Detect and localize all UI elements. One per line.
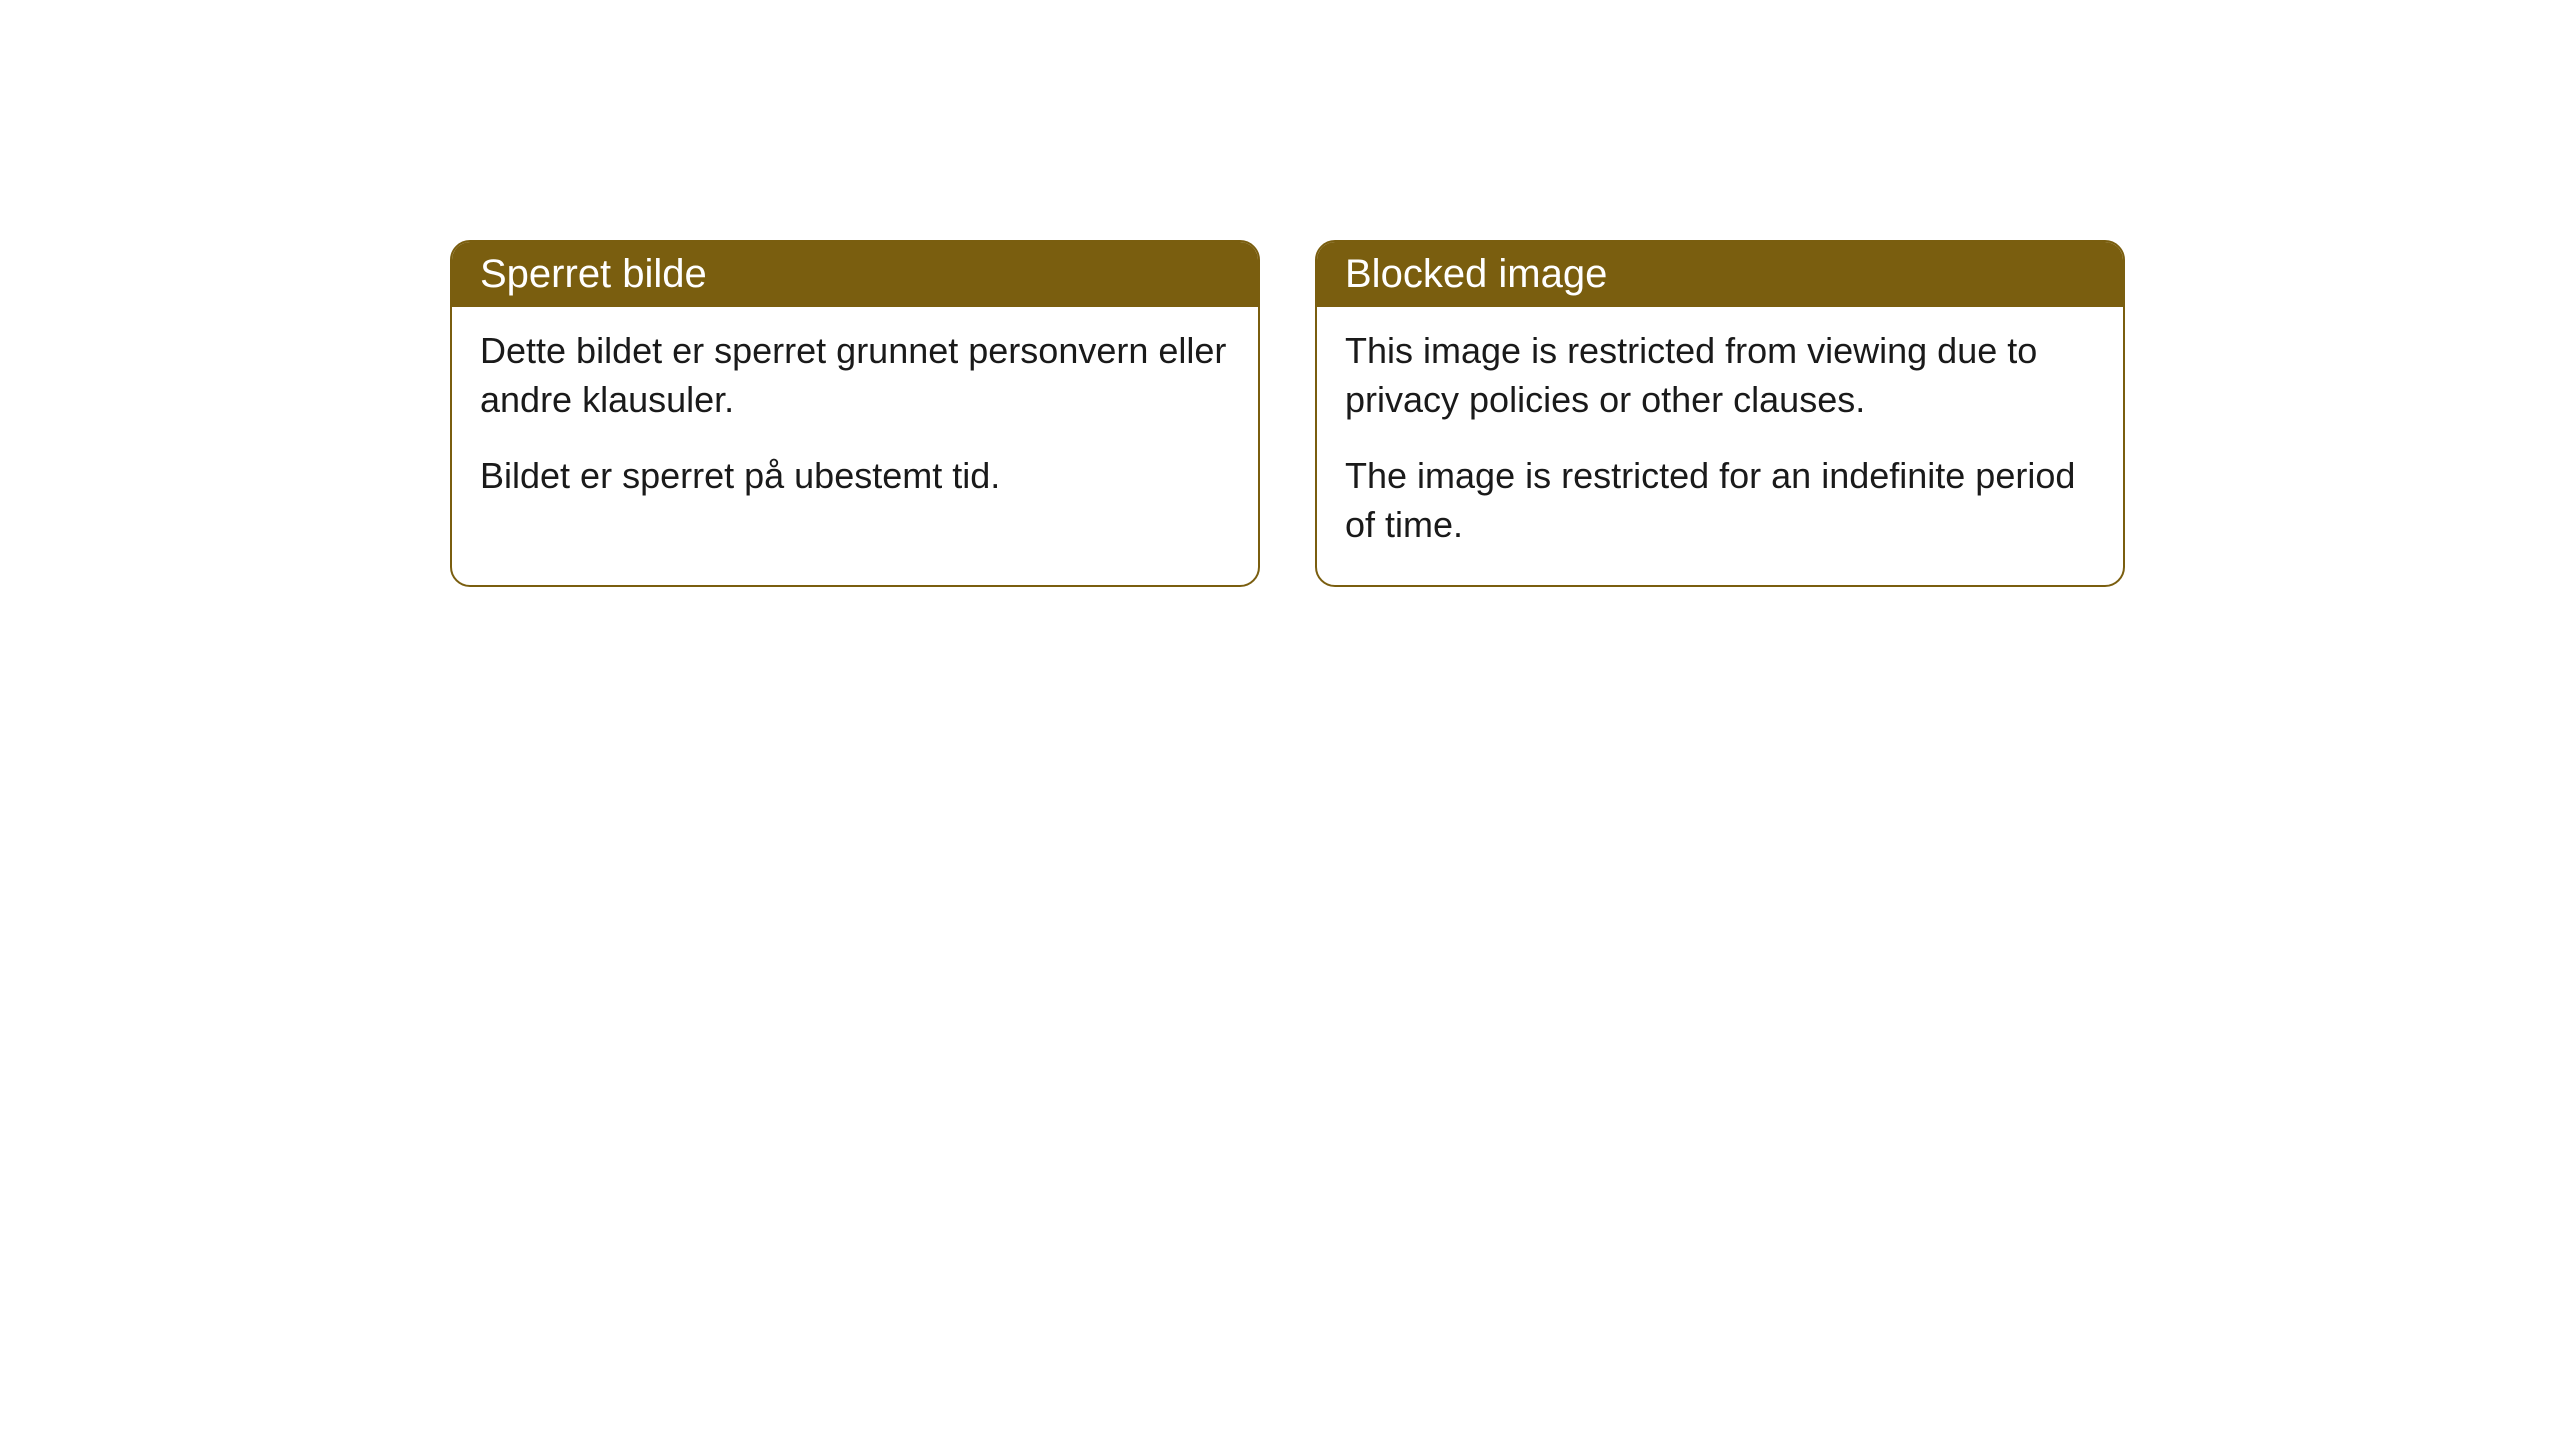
notice-card-english: Blocked image This image is restricted f… [1315, 240, 2125, 587]
notice-header-english: Blocked image [1317, 242, 2123, 307]
notice-paragraph-2: The image is restricted for an indefinit… [1345, 452, 2095, 549]
notice-paragraph-2: Bildet er sperret på ubestemt tid. [480, 452, 1230, 501]
notice-card-norwegian: Sperret bilde Dette bildet er sperret gr… [450, 240, 1260, 587]
notice-paragraph-1: Dette bildet er sperret grunnet personve… [480, 327, 1230, 424]
notice-header-norwegian: Sperret bilde [452, 242, 1258, 307]
notice-paragraph-1: This image is restricted from viewing du… [1345, 327, 2095, 424]
notice-container: Sperret bilde Dette bildet er sperret gr… [0, 0, 2560, 587]
notice-body-norwegian: Dette bildet er sperret grunnet personve… [452, 307, 1258, 537]
notice-body-english: This image is restricted from viewing du… [1317, 307, 2123, 585]
